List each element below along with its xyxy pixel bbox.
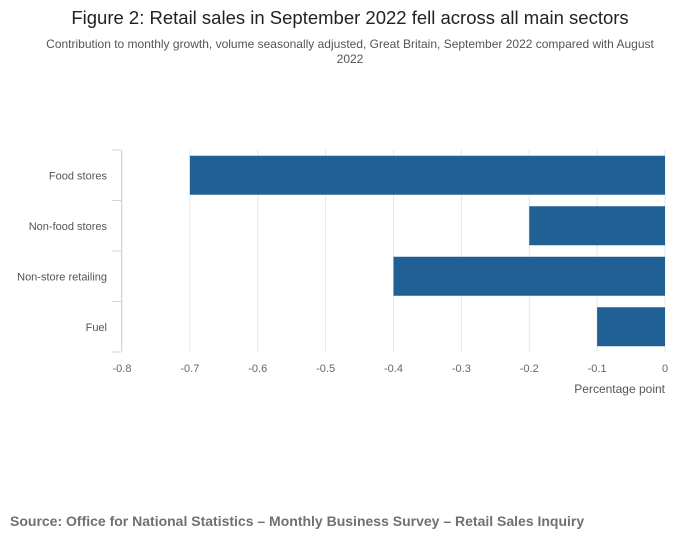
x-tick-label: -0.5: [316, 363, 335, 375]
bar-food-stores: [189, 155, 665, 195]
category-label: Food stores: [49, 170, 108, 182]
bar-non-food-stores: [529, 206, 665, 246]
x-tick-label: -0.3: [452, 363, 471, 375]
source-note: Source: Office for National Statistics –…: [10, 513, 585, 529]
x-tick-label: -0.4: [384, 363, 403, 375]
x-tick-label: -0.1: [588, 363, 607, 375]
bar-non-store-retailing: [393, 256, 665, 296]
x-tick-label: 0: [662, 363, 668, 375]
category-label: Non-food stores: [29, 221, 108, 233]
x-tick-label: -0.8: [113, 363, 132, 375]
x-axis-title: Percentage point: [574, 382, 665, 396]
category-label: Non-store retailing: [17, 271, 107, 283]
x-tick-label: -0.2: [520, 363, 539, 375]
chart-subtitle: Contribution to monthly growth, volume s…: [46, 37, 654, 66]
x-tick-label: -0.6: [248, 363, 267, 375]
x-tick-label: -0.7: [180, 363, 199, 375]
bar-fuel: [597, 307, 665, 347]
chart-title: Figure 2: Retail sales in September 2022…: [71, 7, 629, 28]
category-label: Fuel: [86, 322, 107, 334]
